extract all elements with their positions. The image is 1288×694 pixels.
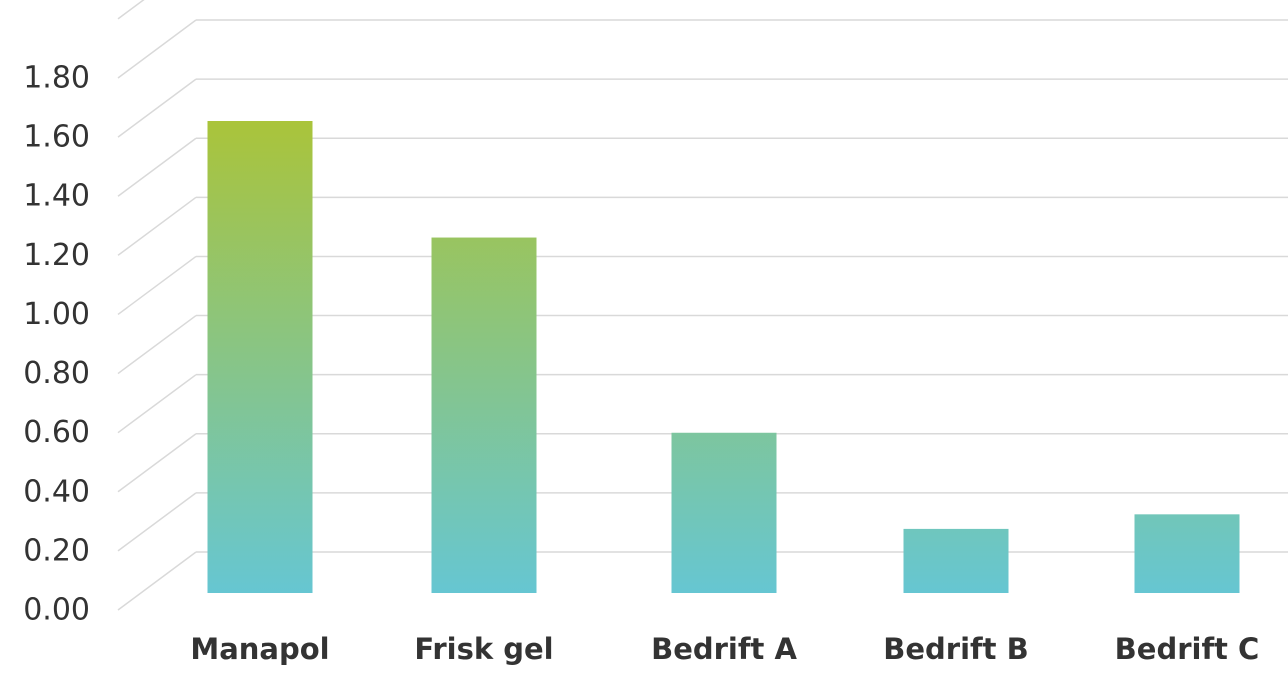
x-tick-label: Bedrift A [651, 632, 797, 666]
bar-bedrift-c [1134, 514, 1240, 593]
y-tick-label: 0.40 [23, 474, 90, 509]
y-tick-label: 1.40 [23, 179, 90, 214]
x-tick-label: Bedrift B [883, 632, 1028, 666]
x-tick-label: Manapol [190, 632, 329, 666]
y-tick-label: 1.00 [23, 297, 90, 332]
x-tick-label: Bedrift C [1115, 632, 1260, 666]
bars [207, 121, 1240, 593]
gridline-diagonal [117, 19, 197, 79]
x-tick-label: Frisk gel [414, 632, 553, 666]
y-tick-label: 1.80 [23, 61, 90, 96]
y-tick-label: 0.00 [23, 593, 90, 628]
y-tick-label: 0.60 [23, 415, 90, 450]
y-tick-label: 1.60 [23, 120, 90, 155]
gridline-diagonal [117, 255, 197, 316]
y-tick-label: 0.20 [23, 533, 90, 568]
gridline-diagonal [117, 492, 197, 552]
gridline-diagonal [117, 314, 197, 375]
y-tick-label: 0.80 [23, 356, 90, 391]
gridline-diagonal [117, 374, 197, 434]
gridline-diagonal [117, 196, 197, 256]
gridline-diagonal [117, 551, 197, 611]
bar-manapol [207, 121, 313, 593]
y-axis: 0.00 0.20 0.40 0.60 0.80 1.00 1.20 1.40 1.60 1.80 [23, 61, 90, 628]
bar-bedrift-a [671, 432, 777, 593]
bar-frisk-gel [431, 237, 537, 593]
gridline-diagonal [117, 137, 197, 197]
gridline-diagonal [117, 0, 145, 20]
gridline-diagonal [117, 433, 197, 493]
gridline-diagonal [117, 78, 197, 138]
y-tick-label: 1.20 [23, 238, 90, 273]
x-axis: Manapol Frisk gel Bedrift A Bedrift B Bedrif… [190, 632, 1259, 666]
bar-bedrift-b [903, 528, 1009, 593]
